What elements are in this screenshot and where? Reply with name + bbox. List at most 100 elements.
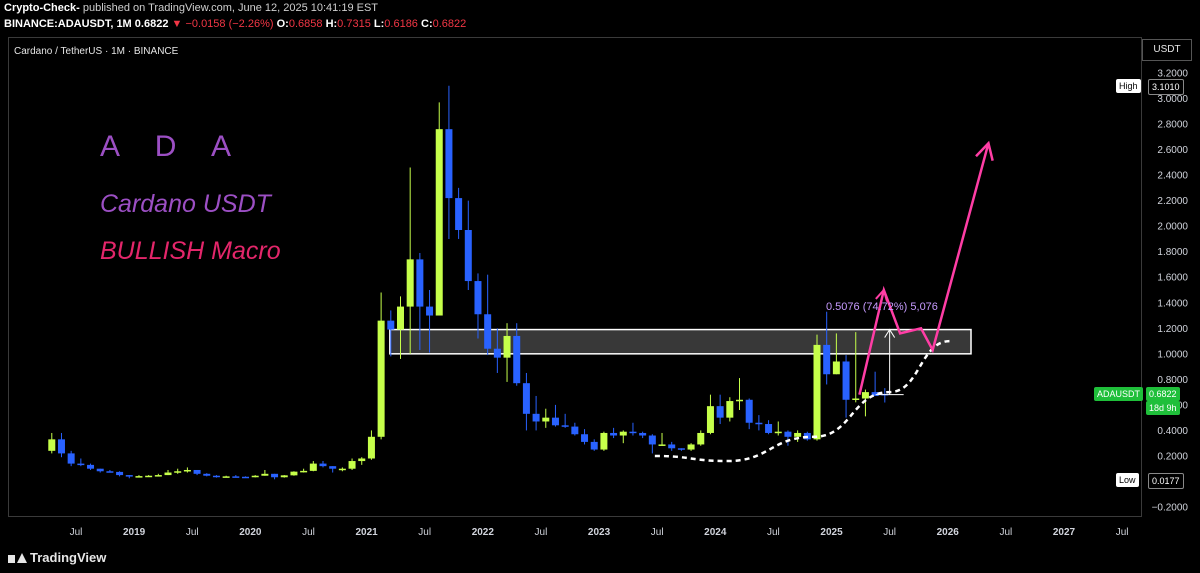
candle-body xyxy=(697,432,705,445)
low-badge-value: 0.0177 xyxy=(1148,473,1184,489)
candle-body xyxy=(290,471,298,476)
close-value: 0.6822 xyxy=(432,18,467,30)
y-tick-label: 0.2000 xyxy=(1157,451,1188,462)
high-badge-label: High xyxy=(1116,79,1141,93)
y-tick-label: 1.4000 xyxy=(1157,298,1188,309)
last-price: 0.6822 xyxy=(134,18,169,30)
low-value: 0.6186 xyxy=(384,18,418,30)
high-badge-value: 3.1010 xyxy=(1148,79,1184,95)
candle-body xyxy=(648,435,656,445)
candle-body xyxy=(706,406,714,433)
candle-body xyxy=(67,453,75,464)
candle-body xyxy=(377,320,385,437)
candle-body xyxy=(581,434,589,442)
candle-body xyxy=(329,466,337,469)
x-tick-label: 2022 xyxy=(472,527,495,538)
candle-body xyxy=(513,335,521,384)
candle-body xyxy=(736,399,744,402)
symbol-line: BINANCE:ADAUSDT, 1M xyxy=(4,18,132,30)
tradingview-logo-icon xyxy=(8,552,27,563)
candle-body xyxy=(367,436,375,459)
candle-body xyxy=(842,361,850,400)
x-tick-label: Jul xyxy=(767,527,780,538)
open-label: O: xyxy=(276,18,289,30)
candle-body xyxy=(203,473,211,476)
y-tick-label: 2.0000 xyxy=(1157,222,1188,233)
candle-body xyxy=(561,425,569,427)
candle-body xyxy=(222,476,230,478)
candle-body xyxy=(406,259,414,307)
x-tick-label: 2019 xyxy=(123,527,146,538)
cardano-subtitle: Cardano USDT xyxy=(100,190,271,218)
x-tick-label: Jul xyxy=(302,527,315,538)
candle-body xyxy=(658,444,666,446)
candle-body xyxy=(96,468,104,472)
candle-body xyxy=(503,335,511,358)
candle-body xyxy=(212,475,220,478)
candle-body xyxy=(116,471,124,476)
candle-body xyxy=(106,471,114,473)
x-tick-label: Jul xyxy=(999,527,1012,538)
candle-body xyxy=(348,461,356,469)
candle-body xyxy=(251,475,259,478)
footer-brand[interactable]: TradingView xyxy=(8,550,106,565)
measure-arrowhead xyxy=(884,328,896,338)
x-tick-label: 2024 xyxy=(704,527,727,538)
y-tick-label: 3.2000 xyxy=(1157,69,1188,80)
x-tick-label: Jul xyxy=(418,527,431,538)
candle-body xyxy=(242,476,250,479)
rounded-bottom-arc xyxy=(654,339,951,463)
candle-body xyxy=(774,431,782,434)
candle-body xyxy=(261,473,269,476)
projection-arrowhead xyxy=(975,140,994,161)
candle-body xyxy=(358,458,366,462)
candle-body xyxy=(551,417,559,426)
candle-body xyxy=(87,464,95,469)
candle-body xyxy=(726,401,734,418)
candle-body xyxy=(154,475,162,477)
candle-body xyxy=(445,129,453,199)
candle-body xyxy=(57,439,65,454)
publish-line: Crypto-Check- published on TradingView.c… xyxy=(4,2,378,14)
candle-body xyxy=(183,469,191,472)
candle-body xyxy=(164,472,172,476)
candle-body xyxy=(755,422,763,425)
candle-body xyxy=(813,344,821,440)
price-change: −0.0158 (−2.26%) xyxy=(185,18,274,30)
quote-line: BINANCE:ADAUSDT, 1M 0.6822 ▼ −0.0158 (−2… xyxy=(4,18,466,30)
author-name[interactable]: Crypto-Check- xyxy=(4,2,80,14)
candle-body xyxy=(464,230,472,282)
candle-body xyxy=(639,432,647,436)
open-value: 0.6858 xyxy=(288,18,323,30)
y-tick-label: −0.2000 xyxy=(1152,503,1189,514)
low-label: L: xyxy=(373,18,385,30)
candle-body xyxy=(232,476,240,478)
y-tick-label: 0.4000 xyxy=(1157,426,1188,437)
candle-body xyxy=(193,469,201,474)
candle-body xyxy=(861,392,869,399)
x-tick-label: Jul xyxy=(70,527,83,538)
candle-body xyxy=(794,432,802,437)
candle-body xyxy=(338,468,346,471)
candle-body xyxy=(435,129,443,316)
y-tick-label: 1.6000 xyxy=(1157,273,1188,284)
close-label: C: xyxy=(421,18,433,30)
candle-body xyxy=(396,306,404,330)
x-tick-label: 2020 xyxy=(239,527,262,538)
y-tick-label: 2.4000 xyxy=(1157,171,1188,182)
candle-body xyxy=(48,439,56,451)
currency-label[interactable]: USDT xyxy=(1142,39,1192,61)
candle-body xyxy=(542,417,550,422)
candle-body xyxy=(687,444,695,450)
candle-body xyxy=(600,432,608,450)
candle-body xyxy=(474,281,482,315)
candle-body xyxy=(300,470,308,473)
current-price-badge: 0.6822 xyxy=(1146,387,1180,401)
x-tick-label: Jul xyxy=(186,527,199,538)
candle-body xyxy=(426,306,434,316)
candle-body xyxy=(484,314,492,349)
candle-body xyxy=(745,399,753,423)
y-tick-label: 2.8000 xyxy=(1157,120,1188,131)
candle-body xyxy=(532,413,540,422)
